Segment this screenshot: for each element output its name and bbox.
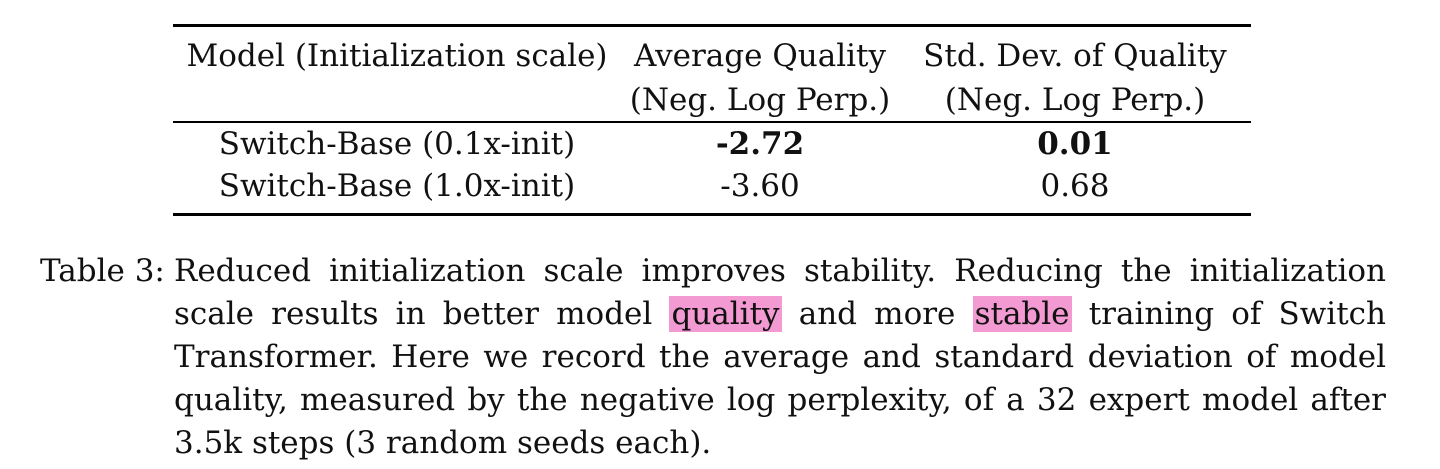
table-top-rule bbox=[173, 24, 1251, 27]
header-model: Model (Initialization scale) bbox=[186, 38, 608, 74]
header-std-quality: Std. Dev. of Quality bbox=[923, 38, 1227, 74]
row1-avg-quality: -2.72 bbox=[715, 126, 805, 162]
results-table: Model (Initialization scale) Average Qua… bbox=[173, 24, 1251, 218]
caption-text-2: and more bbox=[781, 296, 973, 332]
header-avg-quality-unit: (Neg. Log Perp.) bbox=[629, 82, 891, 118]
table-bottom-rule bbox=[173, 213, 1251, 216]
caption-text-1: Reduced initialization scale improves st… bbox=[174, 253, 1386, 332]
header-std-quality-unit: (Neg. Log Perp.) bbox=[944, 82, 1206, 118]
row1-std-quality: 0.01 bbox=[1037, 126, 1113, 162]
row2-model: Switch-Base (1.0x-init) bbox=[218, 168, 576, 204]
row1-model: Switch-Base (0.1x-init) bbox=[218, 126, 576, 162]
row2-avg-quality: -3.60 bbox=[720, 168, 800, 204]
header-avg-quality: Average Quality bbox=[634, 38, 886, 74]
caption-text-3: training of Switch Transformer. Here we … bbox=[174, 296, 1386, 461]
caption-label: Table 3: bbox=[40, 253, 165, 289]
row2-std-quality: 0.68 bbox=[1040, 168, 1110, 204]
table-header-rule bbox=[173, 121, 1251, 123]
caption-body: Reduced initialization scale improves st… bbox=[174, 250, 1386, 465]
highlight-quality: quality bbox=[669, 296, 782, 332]
highlight-stable: stable bbox=[972, 296, 1072, 332]
